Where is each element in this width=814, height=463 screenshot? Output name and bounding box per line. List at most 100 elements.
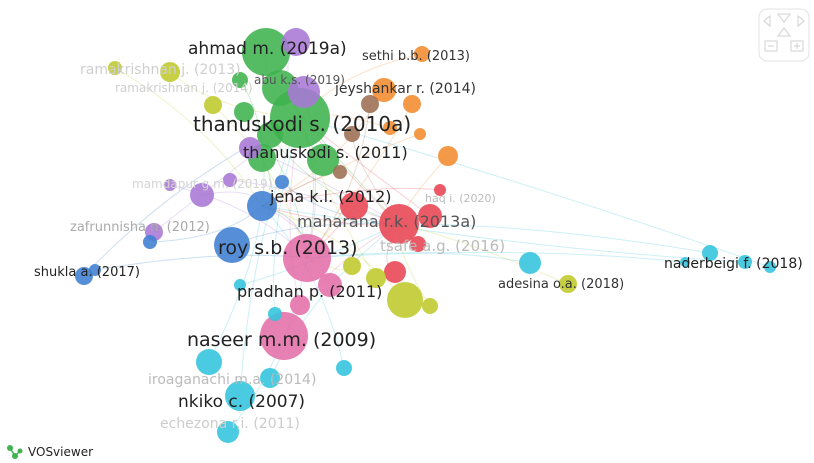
network-link (299, 117, 771, 268)
node-label[interactable]: ahmad m. (2019a) (188, 39, 347, 59)
network-node[interactable] (422, 298, 438, 314)
network-node[interactable] (214, 227, 250, 263)
network-node[interactable] (196, 349, 222, 375)
network-node[interactable] (75, 267, 93, 285)
zoom-out-icon[interactable] (764, 40, 778, 52)
zoom-in-icon[interactable] (790, 40, 804, 52)
node-label[interactable]: ramakrishnan j. (2014) (115, 81, 253, 95)
network-node[interactable] (366, 268, 386, 288)
network-node[interactable] (519, 252, 541, 274)
network-node[interactable] (223, 173, 237, 187)
network-link (114, 67, 263, 207)
network-node[interactable] (384, 261, 406, 283)
network-link (239, 117, 301, 397)
app-name: VOSviewer (28, 445, 94, 459)
network-node[interactable] (410, 236, 426, 252)
node-label[interactable]: naseer m.m. (2009) (187, 329, 377, 351)
node-label[interactable]: mamdapur g.m. (2019) (132, 177, 273, 191)
network-node[interactable] (318, 273, 342, 297)
network-node[interactable] (414, 46, 430, 62)
network-node[interactable] (307, 144, 339, 176)
pan-right-icon[interactable] (797, 14, 805, 28)
node-label[interactable]: thanuskodi s. (2010a) (193, 112, 412, 136)
node-label[interactable]: ramakrishnan j. (2013) (80, 62, 241, 78)
network-node[interactable] (204, 96, 222, 114)
node-label[interactable]: jeyshankar r. (2014) (335, 81, 476, 97)
network-node[interactable] (361, 95, 379, 113)
network-link (306, 103, 413, 259)
network-link (261, 205, 406, 301)
node-label[interactable]: maharana r.k. (2013a) (297, 212, 477, 231)
network-node[interactable] (290, 295, 310, 315)
network-node[interactable] (242, 28, 290, 76)
network-node[interactable] (260, 312, 308, 360)
network-node[interactable] (414, 128, 426, 140)
node-label[interactable]: jena k.l. (2012) (270, 187, 392, 206)
network-node[interactable] (559, 275, 577, 293)
pan-left-icon[interactable] (763, 14, 771, 28)
network-node[interactable] (217, 421, 239, 443)
network-node[interactable] (234, 279, 246, 291)
network-node[interactable] (164, 179, 176, 191)
network-node[interactable] (282, 28, 310, 56)
network-node[interactable] (160, 62, 180, 82)
network-node[interactable] (232, 72, 248, 88)
network-node[interactable] (372, 78, 396, 102)
network-node[interactable] (344, 126, 360, 142)
network-node[interactable] (434, 184, 446, 196)
network-node[interactable] (418, 204, 442, 228)
network-node[interactable] (234, 102, 254, 122)
network-link (306, 251, 686, 263)
node-label[interactable]: zafrunnisha n. (2012) (70, 220, 210, 235)
network-node[interactable] (403, 95, 421, 113)
vosviewer-logo-icon (7, 445, 23, 459)
network-node[interactable] (333, 165, 347, 179)
node-label[interactable]: nkiko c. (2007) (178, 392, 306, 412)
pan-up-icon[interactable] (777, 13, 791, 23)
network-node[interactable] (340, 192, 368, 220)
network-node[interactable] (336, 360, 352, 376)
network-node[interactable] (225, 381, 255, 411)
network-node[interactable] (738, 255, 752, 269)
network-node[interactable] (268, 307, 282, 321)
network-node[interactable] (239, 137, 261, 159)
node-label[interactable]: haq i. (2020) (425, 192, 496, 205)
node-label[interactable]: adesina o.a. (2018) (498, 277, 625, 292)
node-label[interactable]: roy s.b. (2013) (218, 237, 358, 259)
network-node[interactable] (143, 235, 157, 249)
network-node[interactable] (283, 234, 331, 282)
network-node[interactable] (275, 175, 289, 189)
network-node[interactable] (247, 191, 277, 221)
navigation-control[interactable] (758, 8, 810, 62)
network-link (261, 187, 441, 207)
node-label[interactable]: shukla a. (2017) (34, 265, 140, 280)
network-node[interactable] (190, 183, 214, 207)
node-label[interactable]: sethi b.b. (2013) (362, 49, 470, 64)
network-link (261, 133, 421, 207)
network-node[interactable] (379, 204, 419, 244)
node-label[interactable]: echezona r.i. (2011) (160, 416, 300, 432)
node-label[interactable]: abu k.s. (2019) (254, 73, 345, 87)
node-label[interactable]: thanuskodi s. (2011) (243, 143, 408, 162)
node-label[interactable]: iroaganachi m.a. (2014) (148, 372, 317, 388)
network-node[interactable] (702, 245, 718, 261)
node-label[interactable]: pradhan p. (2011) (237, 282, 383, 301)
node-label[interactable]: naderbeigi f. (2018) (664, 256, 803, 272)
network-node[interactable] (257, 122, 283, 148)
network-node[interactable] (383, 121, 397, 135)
network-link (269, 134, 400, 225)
network-node[interactable] (108, 61, 122, 75)
network-node[interactable] (387, 282, 423, 318)
pan-down-icon[interactable] (777, 27, 791, 37)
network-node[interactable] (89, 264, 101, 276)
app-footer: VOSviewer (6, 443, 93, 461)
node-label[interactable]: tsafe a.g. (2016) (380, 237, 506, 255)
network-node[interactable] (764, 261, 776, 273)
network-node[interactable] (288, 76, 320, 108)
network-node[interactable] (680, 257, 690, 267)
network-node[interactable] (260, 368, 280, 388)
network-link (208, 205, 263, 363)
network-node[interactable] (438, 146, 458, 166)
network-node[interactable] (343, 257, 361, 275)
